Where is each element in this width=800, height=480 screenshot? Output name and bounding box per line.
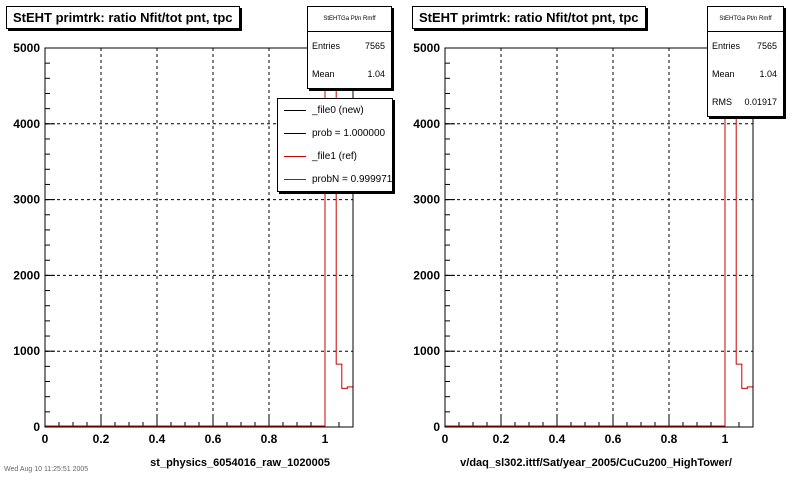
panel-right-stats-box: StEHTGa Pt/n Rmff Entries 7565 Mean 1.04… (707, 6, 784, 117)
panel-right-x-axis-title: v/daq_sl302.ittf/Sat/year_2005/CuCu200_H… (460, 457, 732, 469)
x-tick-label: 0.2 (93, 432, 110, 446)
stats-label: Mean (312, 69, 335, 79)
y-tick-label: 1000 (413, 344, 440, 358)
panel-left-legend: _file0 (new) prob = 1.000000 _file1 (ref… (277, 98, 393, 192)
legend-entry: _file0 (new) (278, 99, 392, 122)
legend-label: _file1 (ref) (312, 151, 358, 162)
stats-row-entries: Entries 7565 (708, 32, 783, 60)
stats-row-mean: Mean 1.04 (308, 60, 391, 88)
legend-entry: probN = 0.999971 (278, 168, 392, 191)
plot-frame (44, 47, 354, 428)
panel-left-title: StEHT primtrk: ratio Nfit/tot pnt, tpc (6, 6, 240, 29)
legend-entry: prob = 1.000000 (278, 122, 392, 145)
y-tick-label: 4000 (13, 117, 40, 131)
y-tick-label: 0 (33, 420, 40, 434)
stats-label: RMS (712, 97, 732, 107)
stats-histogram-name: StEHTGa Pt/n Rmff (308, 7, 391, 32)
y-tick-label: 3000 (13, 193, 40, 207)
legend-swatch (284, 156, 306, 157)
stats-label: Entries (712, 41, 741, 51)
y-tick-label: 4000 (413, 117, 440, 131)
stats-row-rms: RMS 0.01917 (708, 88, 783, 116)
y-tick-label: 3000 (413, 193, 440, 207)
x-tick-label: 0.4 (549, 432, 566, 446)
stats-label: Mean (712, 69, 735, 79)
legend-label: _file0 (new) (312, 105, 364, 116)
stats-value: 7565 (756, 41, 777, 51)
stats-value: 0.01917 (744, 97, 777, 107)
stats-value: 7565 (364, 41, 385, 51)
x-tick-label: 0.6 (605, 432, 622, 446)
y-tick-label: 5000 (413, 41, 440, 55)
stats-value: 1.04 (367, 69, 385, 79)
stats-row-mean: Mean 1.04 (708, 60, 783, 88)
plot-area (445, 48, 753, 427)
stats-histogram-name: StEHTGa Pt/n Rmff (708, 7, 783, 32)
y-tick-label: 2000 (413, 268, 440, 282)
legend-swatch (284, 110, 306, 111)
panel-left-x-axis-title: st_physics_6054016_raw_1020005 (150, 457, 330, 469)
stats-value: 1.04 (759, 69, 777, 79)
y-tick-label: 2000 (13, 268, 40, 282)
x-tick-label: 0.8 (661, 432, 678, 446)
x-tick-label: 0.8 (261, 432, 278, 446)
timestamp-footer: Wed Aug 10 11:25:51 2005 (4, 466, 89, 473)
plot-frame (444, 47, 754, 428)
legend-entry: _file1 (ref) (278, 145, 392, 168)
panel-left-stats-box: StEHTGa Pt/n Rmff Entries 7565 Mean 1.04 (307, 6, 392, 89)
legend-label: prob = 1.000000 (312, 128, 386, 139)
legend-swatch (284, 133, 306, 134)
x-tick-label: 0.4 (149, 432, 166, 446)
y-tick-label: 1000 (13, 344, 40, 358)
y-tick-label: 0 (433, 420, 440, 434)
x-tick-label: 1 (722, 432, 729, 446)
x-tick-label: 0.2 (493, 432, 510, 446)
y-tick-label: 5000 (13, 41, 40, 55)
x-tick-label: 0.6 (205, 432, 222, 446)
panel-right-title: StEHT primtrk: ratio Nfit/tot pnt, tpc (412, 6, 646, 29)
legend-swatch (284, 179, 306, 180)
legend-label: probN = 0.999971 (312, 174, 393, 185)
x-tick-label: 0 (442, 432, 449, 446)
x-tick-label: 1 (322, 432, 329, 446)
stats-row-entries: Entries 7565 (308, 32, 391, 60)
x-tick-label: 0 (42, 432, 49, 446)
stats-label: Entries (312, 41, 341, 51)
